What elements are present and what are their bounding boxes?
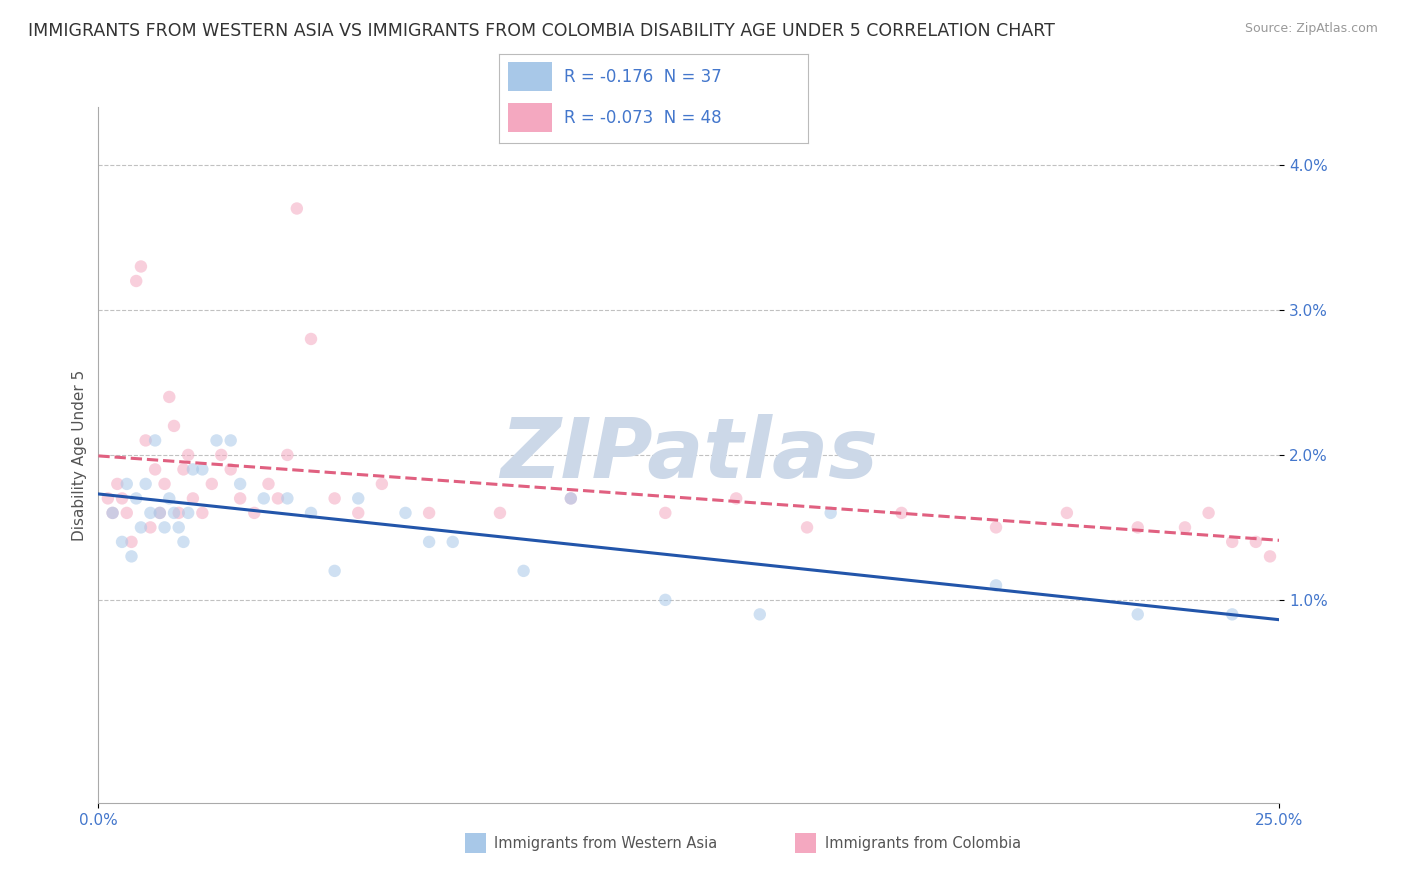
Bar [509,103,551,132]
Text: Immigrants from Western Asia: Immigrants from Western Asia [494,837,717,851]
Point [209,448,232,462]
Point [748,607,770,622]
Point [135,434,157,448]
Text: Immigrants from Colombia: Immigrants from Colombia [825,837,1021,851]
Point [205,434,228,448]
Point [115,506,138,520]
Point [115,476,138,491]
Point [285,202,308,216]
Point [984,520,1007,534]
Point [172,462,194,476]
Point [139,520,162,534]
Point [820,506,842,520]
Point [512,564,534,578]
Point [101,506,124,520]
Point [1220,607,1243,622]
Point [1220,534,1243,549]
Point [125,491,148,506]
Text: Source: ZipAtlas.com: Source: ZipAtlas.com [1244,22,1378,36]
Point [489,506,512,520]
Point [153,476,176,491]
Y-axis label: Disability Age Under 5: Disability Age Under 5 [72,369,87,541]
Point [418,506,440,520]
Point [1244,534,1267,549]
Point [143,462,166,476]
Point [181,491,204,506]
Point [157,491,180,506]
Point [441,534,464,549]
Point [153,520,176,534]
Text: IMMIGRANTS FROM WESTERN ASIA VS IMMIGRANTS FROM COLOMBIA DISABILITY AGE UNDER 5 : IMMIGRANTS FROM WESTERN ASIA VS IMMIGRAN… [28,22,1054,40]
Point [323,491,346,506]
Point [111,534,134,549]
Point [172,534,194,549]
Point [371,476,394,491]
Point [654,506,676,520]
Point [276,448,298,462]
Point [167,520,190,534]
Point [201,476,224,491]
Point [219,434,242,448]
Point [654,592,676,607]
Point [129,520,152,534]
Point [394,506,416,520]
Bar [796,833,817,853]
Point [229,491,252,506]
Point [276,491,298,506]
Point [121,549,143,564]
Point [177,506,200,520]
Point [149,506,172,520]
Point [323,564,346,578]
Point [97,491,120,506]
Point [1258,549,1281,564]
Point [796,520,818,534]
Point [191,506,214,520]
Point [347,506,370,520]
Text: R = -0.176  N = 37: R = -0.176 N = 37 [564,68,721,86]
Point [125,274,148,288]
Point [1174,520,1197,534]
Point [163,506,186,520]
Point [101,506,124,520]
Point [229,476,252,491]
Point [149,506,172,520]
Point [143,434,166,448]
Point [111,491,134,506]
Point [167,506,190,520]
Point [267,491,290,506]
Point [177,448,200,462]
Point [560,491,582,506]
Point [347,491,370,506]
Bar [464,833,486,853]
Point [1198,506,1220,520]
Point [1126,520,1149,534]
Point [121,534,143,549]
Point [725,491,748,506]
Point [157,390,180,404]
Point [253,491,276,506]
Point [243,506,266,520]
Point [219,462,242,476]
Point [299,332,322,346]
Point [560,491,582,506]
Point [139,506,162,520]
Point [984,578,1007,592]
Text: R = -0.073  N = 48: R = -0.073 N = 48 [564,109,721,127]
Point [191,462,214,476]
Bar [509,62,551,91]
Text: ZIPatlas: ZIPatlas [501,415,877,495]
Point [1126,607,1149,622]
Point [163,418,186,433]
Point [105,476,128,491]
Point [299,506,322,520]
Point [181,462,204,476]
Point [418,534,440,549]
Point [135,476,157,491]
Point [1056,506,1078,520]
Point [890,506,912,520]
Point [129,260,152,274]
Point [257,476,280,491]
